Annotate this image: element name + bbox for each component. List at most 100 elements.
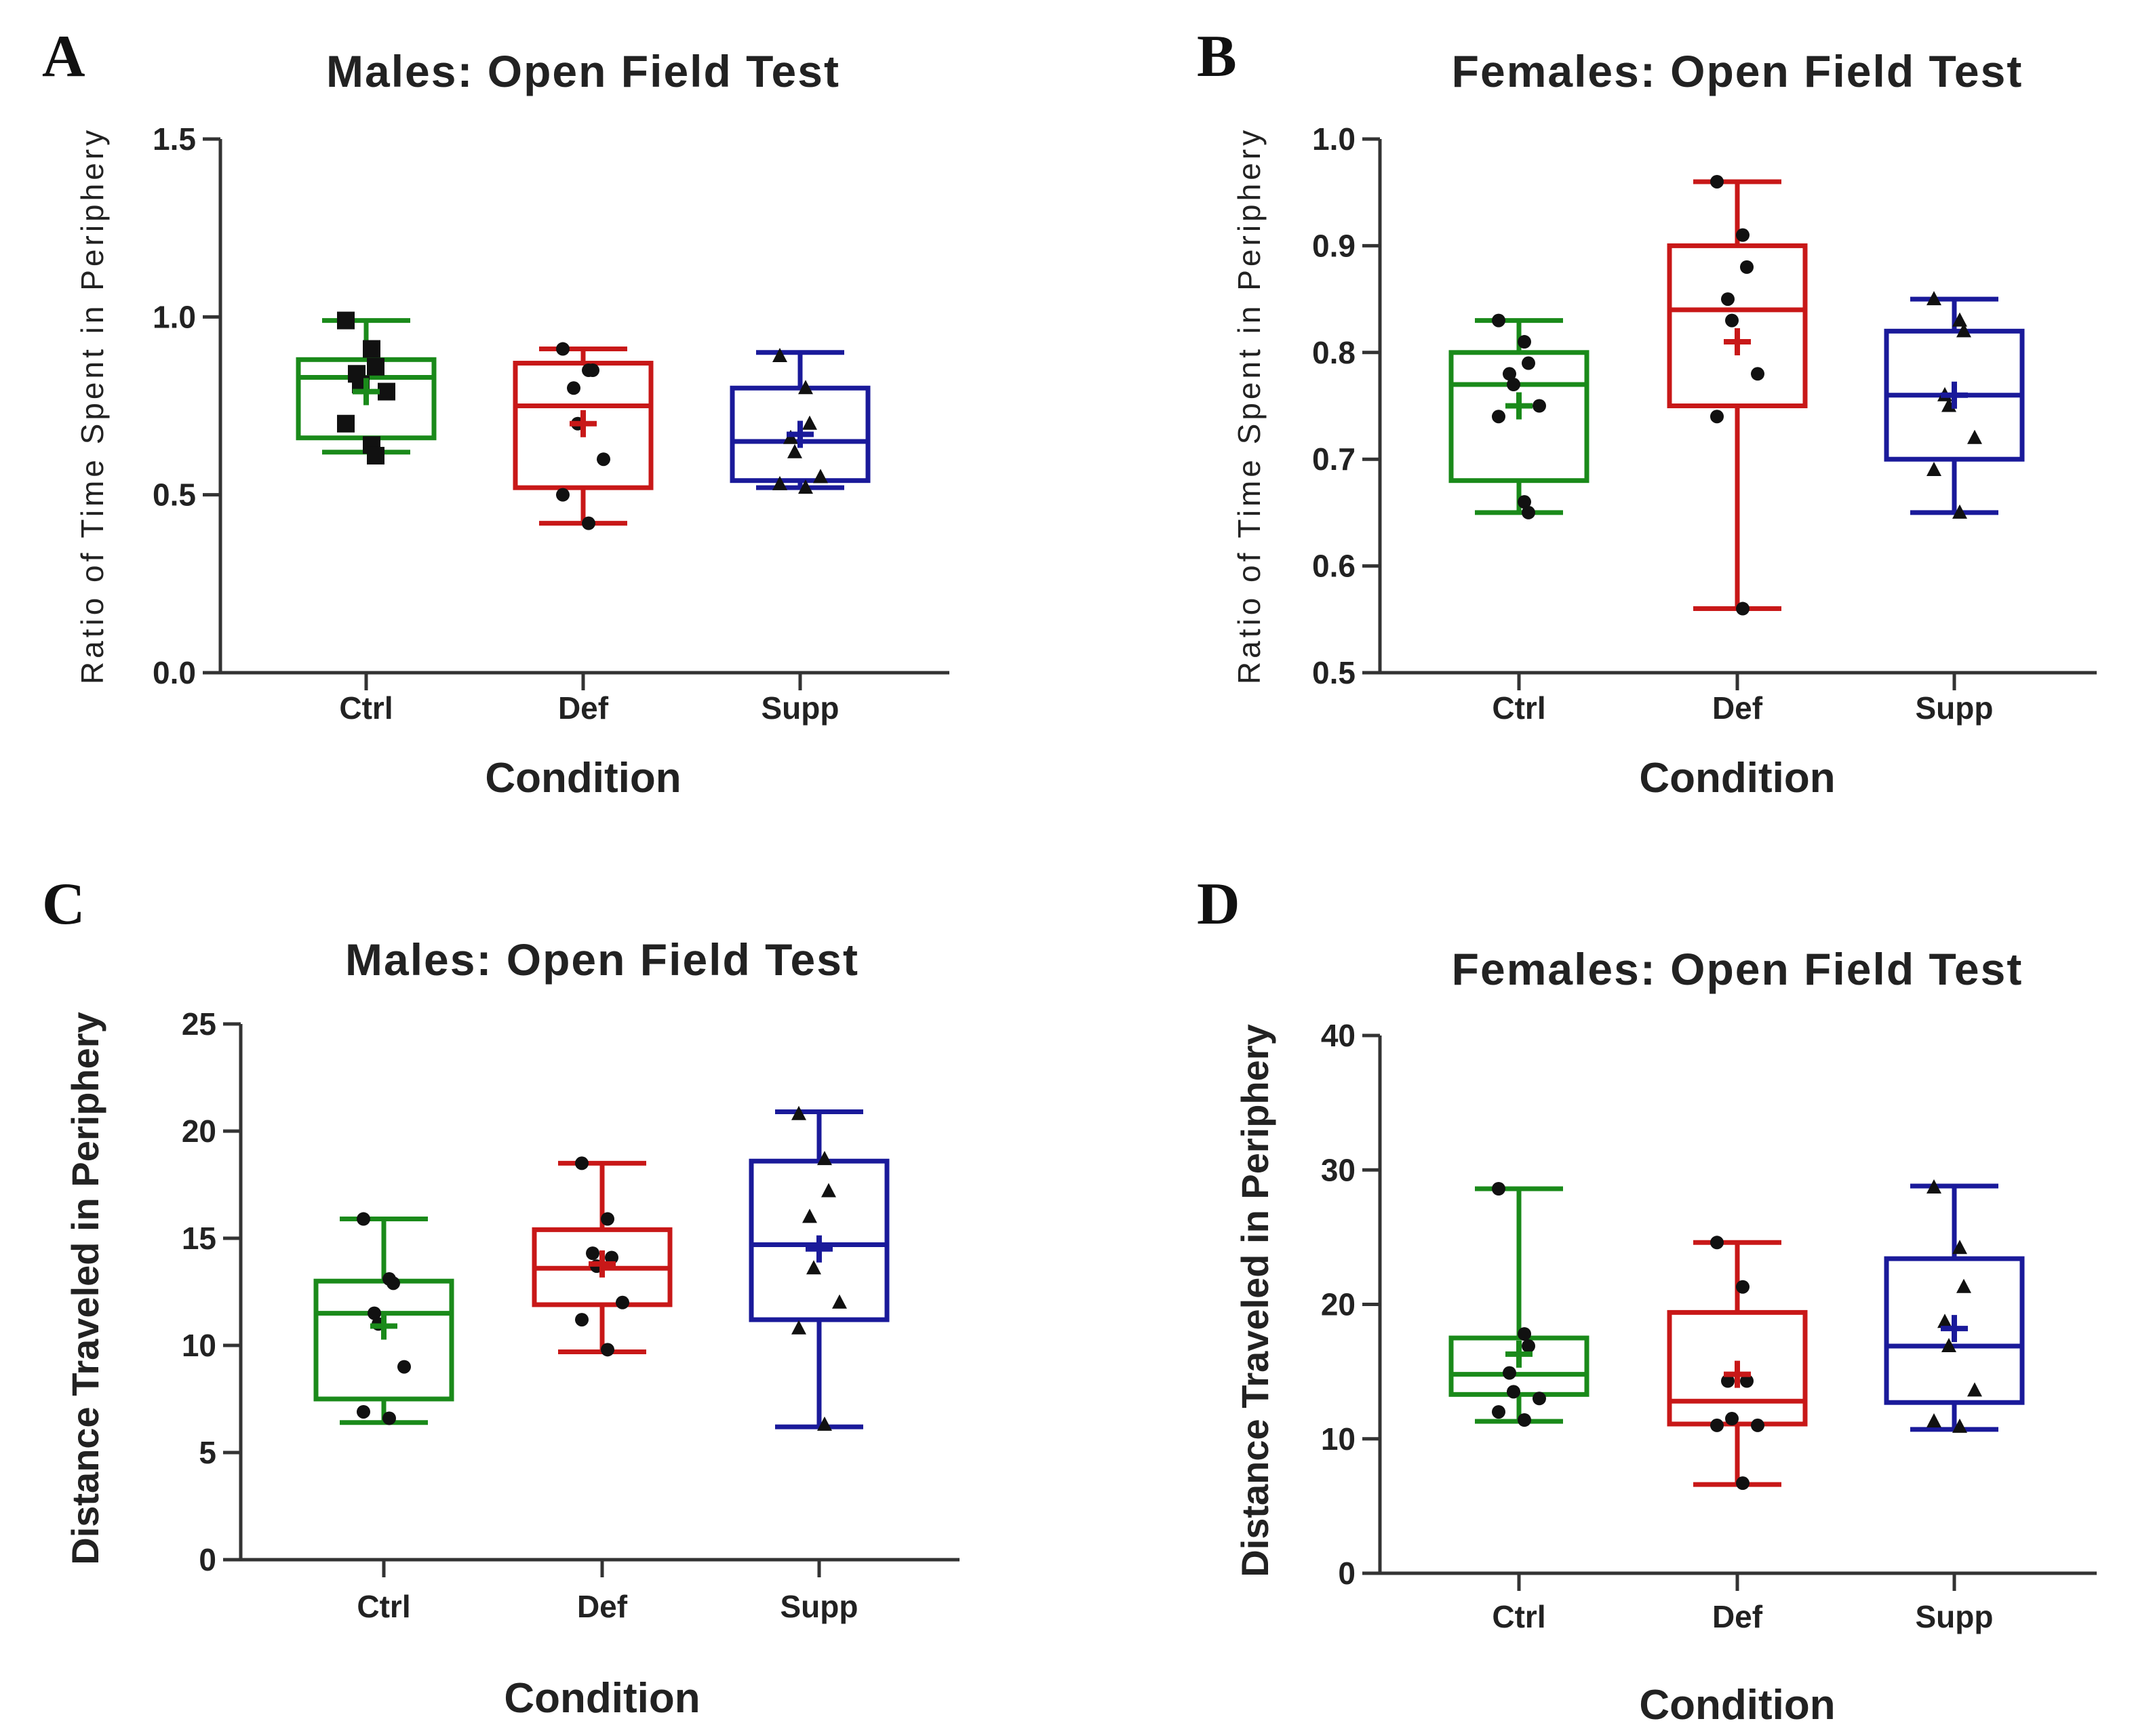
data-point — [1518, 495, 1531, 509]
y-tick-label: 1.5 — [153, 121, 196, 157]
data-point — [1736, 228, 1750, 242]
data-point — [1956, 1278, 1971, 1293]
y-tick-label: 20 — [182, 1113, 216, 1149]
data-point — [1503, 367, 1516, 381]
data-point — [368, 1306, 381, 1320]
data-point — [1926, 1179, 1941, 1194]
data-point — [1926, 1413, 1941, 1427]
y-tick-label: 40 — [1321, 1018, 1356, 1053]
data-point — [1492, 410, 1505, 424]
panel-letter: C — [42, 871, 85, 937]
data-point — [397, 1360, 411, 1374]
data-point — [1518, 1327, 1531, 1341]
x-tick-label-supp: Supp — [1916, 690, 1994, 726]
x-axis-label: Condition — [504, 1675, 700, 1722]
panel-C: C Males: Open Field Test 0 5 10 15 20 25 Ctrl Def… — [42, 871, 960, 1722]
panel-A: A Males: Open Field Test 0.0 0.5 1.0 1.5 Ctrl D… — [42, 24, 949, 802]
data-point — [1952, 1240, 1967, 1255]
data-point — [806, 1260, 821, 1275]
y-tick-label: 10 — [1321, 1421, 1356, 1457]
data-point — [821, 1183, 836, 1198]
y-tick-label: 0.7 — [1312, 441, 1356, 477]
data-point — [1740, 1374, 1754, 1388]
data-point — [1952, 1418, 1967, 1433]
box-ctrl — [1448, 1182, 1589, 1427]
data-point — [597, 452, 610, 467]
panel-B: B Females: Open Field Test 0.5 0.6 0.7 0.8 0.9… — [1197, 24, 2097, 802]
data-point — [802, 415, 817, 430]
data-point — [1952, 504, 1967, 519]
panel-letter: A — [42, 24, 85, 90]
box-iqr — [1667, 1309, 1808, 1427]
box-iqr — [1448, 350, 1589, 484]
data-point — [616, 1295, 629, 1309]
data-point — [1725, 1412, 1739, 1426]
x-tick-label-def: Def — [1712, 690, 1763, 726]
y-axis-label: Distance Traveled in Periphery — [1233, 1024, 1276, 1577]
y-tick-label: 1.0 — [153, 299, 196, 334]
data-point — [337, 311, 355, 330]
box-supp — [1884, 1179, 2025, 1433]
data-point — [1492, 1405, 1505, 1419]
data-point — [556, 342, 570, 356]
data-point — [1952, 312, 1967, 327]
data-point — [1941, 1337, 1956, 1352]
x-tick-label-ctrl: Ctrl — [1492, 1599, 1545, 1634]
data-point — [1740, 260, 1754, 274]
data-point — [337, 414, 355, 433]
x-axis-label: Condition — [1639, 755, 1835, 802]
data-point — [1725, 313, 1739, 328]
data-point — [575, 1156, 589, 1170]
data-point — [382, 1411, 396, 1425]
data-point — [367, 357, 384, 376]
data-point — [556, 488, 570, 502]
data-point — [387, 1276, 400, 1290]
data-point — [791, 1320, 806, 1335]
data-point — [1721, 1374, 1735, 1388]
data-point — [378, 382, 395, 401]
box-iqr — [513, 361, 654, 490]
chart-title: Males: Open Field Test — [345, 934, 859, 985]
data-point — [582, 516, 595, 530]
data-point — [601, 1212, 614, 1226]
y-tick-label: 0.5 — [153, 477, 196, 513]
data-point — [1518, 335, 1531, 349]
data-point — [357, 1404, 370, 1419]
y-tick-label: 30 — [1321, 1152, 1356, 1187]
box-ctrl — [1448, 313, 1589, 519]
x-tick-label-def: Def — [1712, 1599, 1763, 1634]
box-iqr — [1884, 1256, 2025, 1405]
data-point — [367, 446, 384, 465]
box-ctrl — [296, 311, 437, 465]
box-iqr — [749, 1158, 890, 1322]
data-point — [817, 1416, 832, 1431]
x-tick-label-def: Def — [577, 1589, 628, 1624]
y-tick-label: 5 — [199, 1435, 216, 1470]
data-point — [1736, 1476, 1750, 1491]
data-point — [802, 1208, 817, 1223]
data-point — [567, 381, 580, 395]
box-supp — [1884, 291, 2025, 519]
x-tick-label-supp: Supp — [762, 690, 839, 726]
y-tick-label: 20 — [1321, 1287, 1356, 1322]
data-point — [357, 1212, 370, 1226]
data-point — [1721, 292, 1735, 307]
x-tick-label-ctrl: Ctrl — [357, 1589, 410, 1624]
y-tick-label: 1.0 — [1312, 121, 1356, 157]
data-point — [1518, 1413, 1531, 1427]
data-point — [1710, 1418, 1724, 1432]
x-tick-label-supp: Supp — [1916, 1599, 1994, 1634]
data-point — [832, 1294, 847, 1309]
x-tick-label-def: Def — [558, 690, 609, 726]
y-tick-label: 0.8 — [1312, 335, 1356, 370]
data-point — [772, 348, 787, 363]
x-tick-label-ctrl: Ctrl — [1492, 690, 1545, 726]
chart-title: Males: Open Field Test — [326, 46, 840, 96]
data-point — [1492, 1182, 1505, 1196]
data-point — [586, 1246, 599, 1261]
y-tick-label: 10 — [182, 1328, 216, 1363]
y-tick-label: 0.9 — [1312, 228, 1356, 263]
data-point — [1956, 323, 1971, 338]
box-def — [513, 342, 654, 530]
